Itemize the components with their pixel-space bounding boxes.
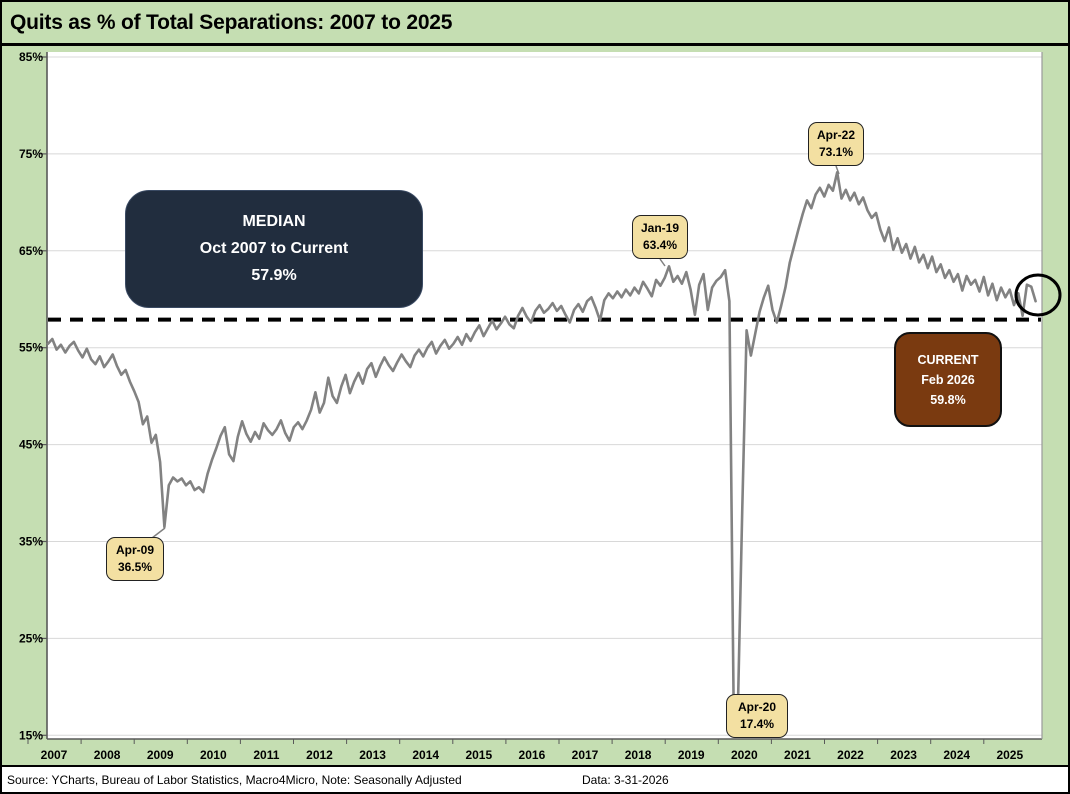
x-axis-label: 2025 bbox=[996, 748, 1023, 762]
x-axis-label: 2018 bbox=[625, 748, 652, 762]
callout-value: 63.4% bbox=[642, 238, 678, 252]
x-axis-label: 2021 bbox=[784, 748, 811, 762]
data-date: Data: 3-31-2026 bbox=[582, 772, 669, 787]
title-bar: Quits as % of Total Separations: 2007 to… bbox=[2, 2, 1068, 46]
connector-apr22 bbox=[835, 165, 840, 175]
callout-apr-22: Apr-22 73.1% bbox=[808, 122, 864, 166]
y-axis-label: 45% bbox=[19, 438, 43, 452]
median-annotation-box: MEDIAN Oct 2007 to Current 57.9% bbox=[125, 190, 423, 308]
y-axis-label: 75% bbox=[19, 147, 43, 161]
source-note: Source: YCharts, Bureau of Labor Statist… bbox=[7, 772, 462, 787]
current-annotation-box: CURRENT Feb 2026 59.8% bbox=[894, 332, 1002, 427]
x-axis-label: 2010 bbox=[200, 748, 227, 762]
page-title: Quits as % of Total Separations: 2007 to… bbox=[10, 10, 453, 34]
x-axis-label: 2020 bbox=[731, 748, 758, 762]
y-axis-label: 85% bbox=[19, 50, 43, 64]
x-axis-label: 2022 bbox=[837, 748, 864, 762]
current-label: CURRENT bbox=[917, 352, 979, 367]
x-axis-label: 2008 bbox=[94, 748, 121, 762]
footer-bar: Source: YCharts, Bureau of Labor Statist… bbox=[2, 765, 1068, 792]
current-value: 59.8% bbox=[930, 392, 966, 407]
quits-series-line bbox=[46, 171, 1037, 714]
callout-apr-09: Apr-09 36.5% bbox=[106, 537, 164, 581]
callout-label: Apr-22 bbox=[816, 128, 855, 142]
x-axis-label: 2015 bbox=[465, 748, 492, 762]
x-axis-label: 2023 bbox=[890, 748, 917, 762]
median-range: Oct 2007 to Current bbox=[199, 240, 349, 257]
x-axis-label: 2007 bbox=[41, 748, 68, 762]
callout-value: 36.5% bbox=[117, 560, 153, 574]
callout-apr-20: Apr-20 17.4% bbox=[726, 694, 788, 738]
callout-label: Apr-09 bbox=[115, 543, 154, 557]
x-axis-label: 2019 bbox=[678, 748, 705, 762]
x-axis-label: 2017 bbox=[572, 748, 599, 762]
connector-apr09 bbox=[151, 527, 166, 539]
y-axis-label: 55% bbox=[19, 341, 43, 355]
callout-label: Apr-20 bbox=[737, 700, 776, 714]
current-highlight-circle bbox=[1014, 273, 1062, 317]
plot-area bbox=[47, 52, 1042, 739]
y-axis-label: 35% bbox=[19, 535, 43, 549]
x-axis-label: 2014 bbox=[412, 748, 439, 762]
current-month: Feb 2026 bbox=[921, 372, 975, 387]
y-axis-label: 25% bbox=[19, 631, 43, 645]
callout-value: 73.1% bbox=[818, 145, 854, 159]
x-axis-label: 2024 bbox=[943, 748, 970, 762]
callout-jan-19: Jan-19 63.4% bbox=[632, 215, 688, 259]
x-axis-label: 2012 bbox=[306, 748, 333, 762]
x-axis-label: 2013 bbox=[359, 748, 386, 762]
callout-label: Jan-19 bbox=[640, 221, 680, 235]
x-axis-label: 2011 bbox=[253, 748, 279, 762]
callout-value: 17.4% bbox=[739, 717, 775, 731]
median-value: 57.9% bbox=[251, 267, 297, 284]
x-axis-label: 2016 bbox=[519, 748, 546, 762]
y-axis-label: 65% bbox=[19, 244, 43, 258]
y-axis-label: 15% bbox=[19, 728, 43, 742]
x-axis-label: 2009 bbox=[147, 748, 174, 762]
connector-jan19 bbox=[659, 258, 666, 267]
median-label: MEDIAN bbox=[242, 213, 306, 230]
